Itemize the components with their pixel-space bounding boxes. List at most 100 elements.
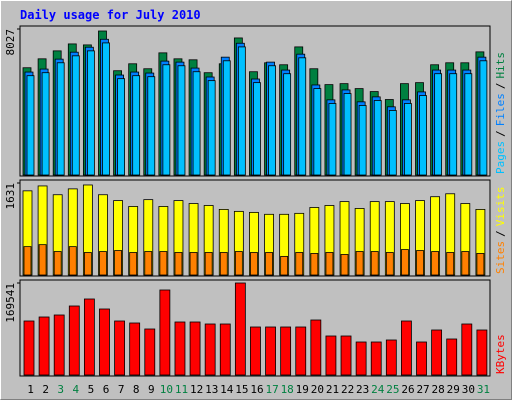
bar (385, 339, 397, 376)
bar (174, 321, 186, 376)
bar (446, 252, 455, 276)
bar (23, 246, 32, 276)
bar (385, 252, 394, 276)
bar (464, 73, 473, 176)
bar (250, 326, 261, 376)
bar (401, 249, 409, 276)
bar (461, 251, 470, 276)
bar (401, 320, 412, 376)
bar (114, 250, 122, 276)
bar (68, 246, 77, 276)
x-tick-label: 23 (356, 383, 369, 396)
bar (41, 72, 50, 176)
x-tick-label: 18 (281, 383, 294, 396)
x-tick-label: 6 (103, 383, 110, 396)
bar (177, 65, 186, 176)
bar (102, 42, 110, 176)
x-tick-label: 20 (311, 383, 324, 396)
bar (431, 251, 440, 276)
y-tick-label: 1631 (4, 183, 17, 210)
bar (53, 314, 65, 376)
x-tick-label: 8 (133, 383, 140, 396)
x-tick-label: 28 (432, 383, 445, 396)
chart-title: Daily usage for July 2010 (20, 8, 201, 22)
x-tick-label: 15 (235, 383, 248, 396)
bar (404, 103, 412, 176)
bar (419, 95, 427, 176)
bar (340, 254, 349, 276)
bar (358, 105, 367, 176)
bar (222, 60, 231, 176)
bar (446, 338, 458, 376)
bar (265, 252, 273, 276)
bar (283, 73, 292, 176)
bar (370, 251, 379, 276)
bar (325, 335, 337, 376)
x-tick-label: 2 (42, 383, 49, 396)
x-tick-label: 30 (462, 383, 475, 396)
bar (38, 244, 47, 276)
bar (132, 75, 141, 176)
bar (479, 60, 488, 176)
x-tick-label: 7 (118, 383, 125, 396)
legend-entry: Sites (494, 241, 507, 274)
x-tick-label: 4 (73, 383, 80, 396)
bar (99, 308, 110, 376)
legend-entry: Visits (494, 187, 507, 227)
bar (343, 93, 352, 176)
x-tick-label: 3 (57, 383, 64, 396)
bar (219, 252, 228, 276)
bar (68, 305, 80, 376)
bar (328, 103, 337, 176)
bar (117, 78, 125, 176)
bar (237, 46, 246, 176)
bar (23, 320, 35, 376)
bar (476, 253, 485, 276)
bar (340, 335, 352, 376)
x-tick-label: 17 (265, 383, 278, 396)
bar (192, 71, 201, 176)
bar (476, 329, 488, 376)
bar (162, 64, 171, 176)
bar (325, 252, 334, 276)
bar (204, 323, 216, 376)
legend-separator: / (494, 230, 507, 237)
bar (298, 57, 307, 176)
bar (416, 250, 424, 276)
x-tick-label: 9 (148, 383, 155, 396)
bar (204, 252, 213, 276)
bar (234, 251, 243, 276)
legend: KBytes (494, 334, 507, 374)
y-tick-label: 169541 (4, 283, 17, 323)
bar (189, 252, 198, 276)
legend-entry: Pages (494, 141, 507, 174)
legend-entry: Hits (494, 52, 507, 79)
x-tick-label: 26 (401, 383, 414, 396)
bar (174, 252, 183, 276)
legend-separator: / (494, 83, 507, 90)
bar (355, 251, 364, 276)
x-tick-label: 12 (190, 383, 203, 396)
x-tick-label: 31 (477, 383, 490, 396)
bar (268, 65, 276, 176)
bar (71, 55, 80, 176)
legend-entry: Files (494, 93, 507, 126)
bar (265, 326, 276, 376)
x-tick-label: 21 (326, 383, 339, 396)
bar (144, 251, 153, 276)
bar (250, 252, 258, 276)
bar (416, 341, 427, 376)
bar (431, 329, 443, 376)
bar (461, 323, 473, 376)
bar (370, 341, 382, 376)
bar (53, 251, 62, 276)
x-tick-label: 29 (447, 383, 460, 396)
legend: Sites / Visits (494, 187, 507, 275)
bar (129, 252, 138, 276)
bar (38, 316, 50, 376)
bar (313, 88, 322, 176)
x-tick-label: 27 (416, 383, 429, 396)
bar (280, 326, 292, 376)
